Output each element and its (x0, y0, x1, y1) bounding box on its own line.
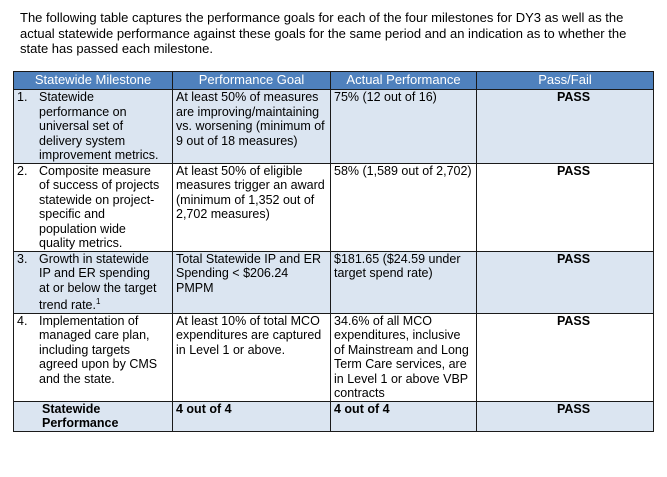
actual-cell: $181.65 ($24.59 under target spend rate) (330, 250, 477, 314)
row-number: 1. (17, 90, 28, 104)
actual-cell: 75% (12 out of 16) (330, 89, 477, 164)
summary-label: Statewide Performance (13, 400, 173, 432)
header-result: Pass/Fail (476, 71, 654, 90)
table-row: 1. Statewide performance on universal set… (13, 89, 654, 164)
row-number: 2. (17, 163, 28, 178)
summary-actual: 4 out of 4 (330, 400, 477, 432)
result-cell: PASS (476, 250, 654, 314)
goal-cell: At least 10% of total MCO expenditures a… (172, 312, 331, 402)
summary-result: PASS (476, 400, 654, 432)
actual-cell: 58% (1,589 out of 2,702) (330, 162, 477, 252)
intro-paragraph: The following table captures the perform… (20, 10, 627, 56)
result-cell: PASS (476, 312, 654, 402)
row-number: 4. (17, 313, 28, 328)
header-goal: Performance Goal (172, 71, 331, 90)
milestone-text: Implementation of managed care plan, inc… (39, 313, 158, 386)
table-row: 2. Composite measure of success of projec… (13, 162, 654, 252)
header-actual: Actual Performance (330, 71, 477, 90)
milestone-table: Statewide Milestone Performance Goal Act… (13, 71, 654, 432)
milestone-cell: 3. Growth in statewide IP and ER spending… (13, 250, 173, 314)
row-number: 3. (17, 251, 28, 266)
summary-row: Statewide Performance 4 out of 4 4 out o… (13, 400, 654, 432)
summary-goal: 4 out of 4 (172, 400, 331, 432)
goal-cell: At least 50% of measures are improving/m… (172, 89, 331, 164)
goal-cell: Total Statewide IP and ER Spending < $20… (172, 250, 331, 314)
goal-cell: At least 50% of eligible measures trigge… (172, 162, 331, 252)
actual-cell: 34.6% of all MCO expenditures, inclusive… (330, 312, 477, 402)
result-cell: PASS (476, 89, 654, 164)
milestone-text: Statewide performance on universal set o… (39, 90, 159, 162)
milestone-text-body: Growth in statewide IP and ER spending a… (39, 251, 157, 313)
milestone-cell: 1. Statewide performance on universal set… (13, 89, 173, 164)
header-milestone: Statewide Milestone (13, 71, 173, 90)
table-row: 3. Growth in statewide IP and ER spending… (13, 250, 654, 314)
milestone-text: Growth in statewide IP and ER spending a… (39, 252, 163, 313)
milestone-cell: 2. Composite measure of success of projec… (13, 162, 173, 252)
table-header-row: Statewide Milestone Performance Goal Act… (13, 71, 654, 90)
result-cell: PASS (476, 162, 654, 252)
table-row: 4. Implementation of managed care plan, i… (13, 312, 654, 402)
milestone-text: Composite measure of success of projects… (39, 163, 160, 251)
milestone-cell: 4. Implementation of managed care plan, i… (13, 312, 173, 402)
footnote-marker: 1 (95, 297, 101, 306)
